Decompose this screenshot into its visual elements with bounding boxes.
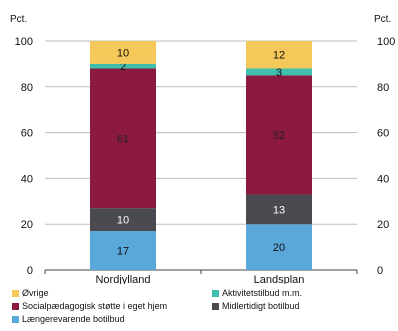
bar-segment-landsplan-2: [246, 75, 312, 195]
y-tick-right-20: 20: [377, 219, 389, 231]
bar-segment-landsplan-3: [246, 68, 312, 76]
legend-item-2: Socialpædagogisk støtte i eget hjem: [12, 301, 167, 311]
legend-swatch-0: [12, 289, 19, 297]
bar-segment-landsplan-0: [246, 224, 312, 270]
y-tick-left-40: 40: [21, 173, 33, 185]
stacked-bar-chart: Pct. Pct. 17 10 61 2 10 20 13 52 3 12 0 0 20 20 40 40 6…: [10, 14, 396, 286]
data-label-nordjylland-3: 2: [120, 61, 126, 73]
bar-segment-landsplan-4: [246, 41, 312, 69]
y-tick-right-0: 0: [377, 265, 383, 277]
bar-segment-nordjylland-0: [90, 231, 156, 270]
y-tick-left-80: 80: [21, 82, 33, 94]
y-tick-left-20: 20: [21, 219, 33, 231]
legend-item-4: Længerevarende botilbud: [12, 314, 125, 324]
data-label-landsplan-4: 12: [273, 50, 285, 62]
data-label-nordjylland-4: 10: [117, 47, 129, 59]
data-label-landsplan-2: 52: [273, 130, 285, 142]
bar-segment-nordjylland-4: [90, 41, 156, 64]
legend-label-2: Socialpædagogisk støtte i eget hjem: [22, 301, 168, 311]
y-tick-right-40: 40: [377, 173, 389, 185]
y-axis-label-left: Pct.: [10, 14, 27, 25]
y-tick-left-100: 100: [15, 36, 33, 48]
legend-item-3: Midlertidigt botilbud: [212, 301, 300, 311]
legend-swatch-1: [212, 289, 219, 297]
y-tick-left-60: 60: [21, 128, 33, 140]
legend-swatch-4: [12, 315, 19, 323]
data-label-landsplan-1: 13: [273, 204, 285, 216]
data-label-nordjylland-2: 61: [117, 133, 129, 145]
data-label-nordjylland-1: 10: [117, 215, 129, 227]
legend-swatch-3: [212, 302, 219, 310]
data-label-landsplan-3: 3: [276, 67, 282, 79]
bars: 17 10 61 2 10 20 13 52 3 12: [90, 41, 312, 270]
bar-segment-nordjylland-3: [90, 63, 156, 69]
tick-labels: 0 0 20 20 40 40 60 60 80 80 100 100 Nordjylland Lands…: [15, 36, 396, 286]
bar-segment-nordjylland-2: [90, 68, 156, 209]
legend-swatch-2: [12, 302, 19, 310]
y-tick-right-100: 100: [377, 36, 395, 48]
x-tick-label-1: Landsplan: [254, 274, 305, 284]
y-axis-label-right: Pct.: [374, 14, 391, 25]
legend-label-0: Øvrige: [22, 288, 49, 298]
bar-segment-nordjylland-1: [90, 208, 156, 232]
y-tick-right-60: 60: [377, 128, 389, 140]
legend-label-1: Aktivitetstilbud m.m.: [222, 288, 303, 298]
data-label-nordjylland-0: 17: [117, 246, 129, 258]
legend-item-1: Aktivitetstilbud m.m.: [212, 288, 302, 298]
bar-segment-landsplan-1: [246, 194, 312, 225]
y-tick-right-80: 80: [377, 82, 389, 94]
x-tick-label-0: Nordjylland: [95, 274, 150, 284]
y-tick-left-0: 0: [27, 265, 33, 277]
data-label-landsplan-0: 20: [273, 242, 285, 254]
legend-label-3: Midlertidigt botilbud: [222, 301, 300, 311]
legend-label-4: Længerevarende botilbud: [22, 314, 125, 324]
legend-item-0: Øvrige: [12, 288, 49, 298]
